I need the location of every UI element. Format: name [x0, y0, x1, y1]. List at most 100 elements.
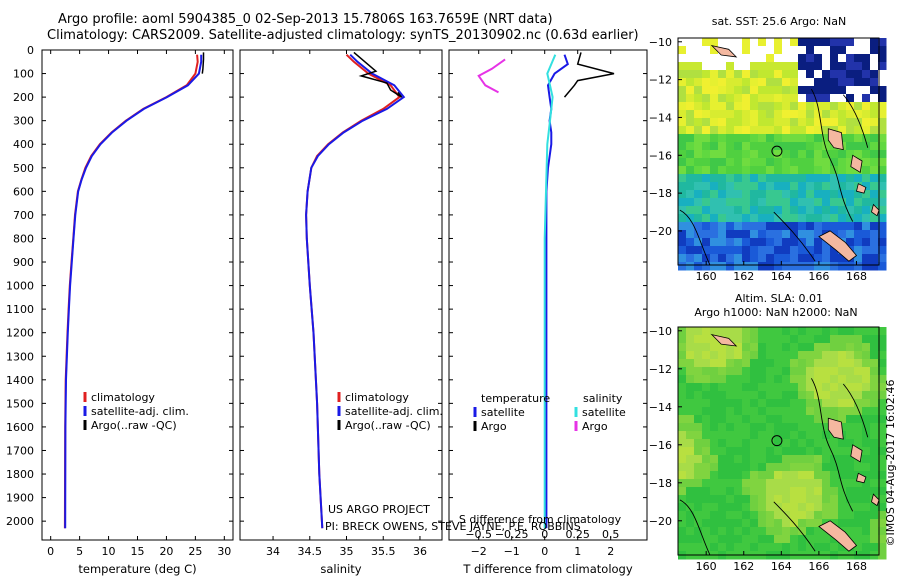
map-cell — [790, 54, 799, 63]
map-cell — [766, 415, 775, 424]
map-cell — [758, 463, 767, 472]
map-cell — [766, 543, 775, 552]
map-cell — [854, 54, 863, 63]
map-cell — [686, 142, 695, 151]
map-cell — [774, 423, 783, 432]
map-cell — [702, 479, 711, 488]
map-cell — [814, 230, 823, 239]
map-cell — [814, 142, 823, 151]
map-cell — [870, 503, 879, 512]
map-cell — [758, 126, 767, 135]
map-cell — [854, 431, 863, 440]
map-cell — [734, 166, 743, 175]
map-cell — [726, 335, 735, 344]
map-cell — [814, 134, 823, 143]
map-cell — [710, 519, 719, 528]
map-cell — [814, 543, 823, 552]
map-cell — [718, 78, 727, 87]
map-cell — [790, 455, 799, 464]
map-cell — [678, 38, 687, 47]
legend-label: satellite — [582, 406, 626, 419]
map-cell — [694, 126, 703, 135]
map-cell — [702, 62, 711, 71]
y-tick-label: −10 — [649, 36, 672, 49]
map-cell — [854, 335, 863, 344]
map-cell — [726, 62, 735, 71]
map-cell — [814, 503, 823, 512]
y-tick-label: 2000 — [6, 515, 34, 528]
map-cell — [862, 166, 871, 175]
map-cell — [870, 38, 879, 47]
map-cell — [726, 367, 735, 376]
map-cell — [686, 94, 695, 103]
map-cell — [790, 206, 799, 215]
map-cell — [702, 527, 711, 536]
map-cell — [790, 487, 799, 496]
map-cell — [678, 198, 687, 207]
map-cell — [854, 495, 863, 504]
map-cell — [702, 431, 711, 440]
map-cell — [830, 503, 839, 512]
y-tick-label: 200 — [13, 91, 34, 104]
map-cell — [742, 190, 751, 199]
map-cell — [822, 214, 831, 223]
map-cell — [742, 383, 751, 392]
map-cell — [782, 118, 791, 127]
map-cell — [758, 375, 767, 384]
map-cell — [790, 126, 799, 135]
map-cell — [678, 399, 687, 408]
map-cell — [846, 447, 855, 456]
map-cell — [878, 367, 887, 376]
map-cell — [822, 399, 831, 408]
map-cell — [766, 495, 775, 504]
map-cell — [766, 439, 775, 448]
map-cell — [822, 94, 831, 103]
map-cell — [750, 343, 759, 352]
map-cell — [734, 535, 743, 544]
map-cell — [870, 174, 879, 183]
map-cell — [854, 399, 863, 408]
y-tick-label: −14 — [649, 401, 672, 414]
map-cell — [702, 142, 711, 151]
map-cell — [822, 206, 831, 215]
map-cell — [790, 214, 799, 223]
map-cell — [734, 78, 743, 87]
map-cell — [710, 126, 719, 135]
map-cell — [878, 94, 887, 103]
map-cell — [758, 503, 767, 512]
map-cell — [742, 110, 751, 119]
map-cell — [734, 86, 743, 95]
map-cell — [758, 343, 767, 352]
map-cell — [750, 351, 759, 360]
map-cell — [854, 134, 863, 143]
map-cell — [734, 134, 743, 143]
map-cell — [806, 70, 815, 79]
map-cell — [798, 134, 807, 143]
map-cell — [854, 487, 863, 496]
map-cell — [862, 70, 871, 79]
map-cell — [766, 78, 775, 87]
map-cell — [710, 431, 719, 440]
map-cell — [734, 383, 743, 392]
map-cell — [862, 463, 871, 472]
map-cell — [702, 182, 711, 191]
map-cell — [854, 62, 863, 71]
map-cell — [718, 327, 727, 336]
map-cell — [838, 222, 847, 231]
map-cell — [702, 166, 711, 175]
map-cell — [766, 367, 775, 376]
map-cell — [694, 335, 703, 344]
map-cell — [750, 367, 759, 376]
map-cell — [710, 150, 719, 159]
map-cell — [686, 495, 695, 504]
map-cell — [758, 335, 767, 344]
map-cell — [790, 503, 799, 512]
map-cell — [790, 383, 799, 392]
map-cell — [774, 78, 783, 87]
map-cell — [774, 343, 783, 352]
map-cell — [758, 351, 767, 360]
map-cell — [782, 335, 791, 344]
map-cell — [846, 327, 855, 336]
map-cell — [702, 238, 711, 247]
map-cell — [742, 519, 751, 528]
